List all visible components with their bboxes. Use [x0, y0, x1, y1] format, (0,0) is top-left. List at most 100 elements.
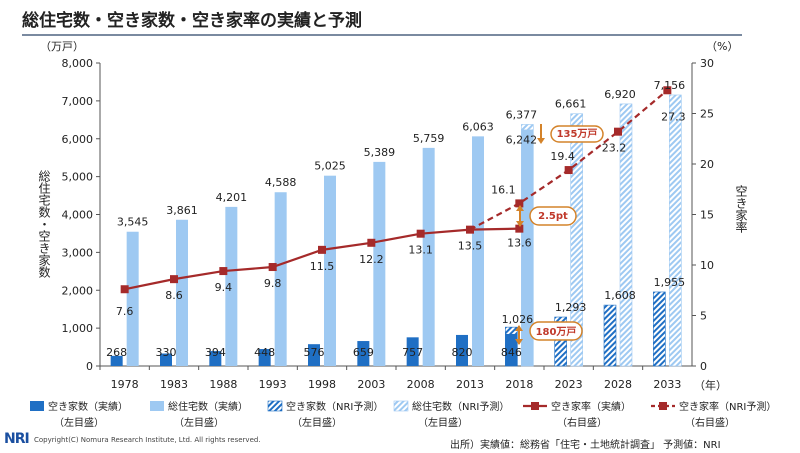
label-rate-forecast: 27.3	[661, 110, 686, 123]
bar-total-actual	[472, 136, 484, 366]
annotation-135-text: 135万戸	[557, 128, 598, 140]
bar-total-forecast	[570, 113, 583, 367]
label-vacant-actual: 330	[156, 346, 177, 359]
label-total-forecast: 6,661	[555, 98, 587, 111]
x-tick-label: 1983	[160, 378, 188, 391]
legend-swatch	[393, 400, 409, 412]
legend-label: 空き家数（NRI予測）	[286, 400, 383, 413]
legend-item: 総住宅数（NRI予測） （左目盛）	[393, 400, 509, 429]
legend-label: 総住宅数（NRI予測）	[412, 400, 509, 413]
legend-label: 総住宅数（実績）	[168, 400, 248, 413]
rate-marker-actual	[515, 224, 524, 233]
x-tick-label: 2013	[456, 378, 484, 391]
bar-vacant-actual	[110, 355, 123, 366]
left-tick-label: 3,000	[62, 246, 94, 259]
bar-total-actual	[126, 231, 139, 366]
label-vacant-actual: 659	[353, 346, 374, 359]
label-vacant-actual: 757	[402, 346, 423, 359]
label-rate-forecast: 16.1	[491, 183, 516, 196]
x-tick-label: 2018	[505, 378, 533, 391]
left-tick-label: 6,000	[62, 133, 94, 146]
label-rate-actual: 13.6	[507, 237, 532, 250]
bars-layer	[110, 94, 682, 367]
label-rate-actual: 12.2	[359, 253, 384, 266]
label-vacant-forecast: 1,608	[604, 289, 636, 302]
legend-sublabel: （左目盛）	[174, 416, 224, 429]
annotation-arrowhead	[516, 221, 524, 227]
bar-total-actual	[422, 147, 435, 366]
bar-vacant-actual	[406, 337, 419, 366]
rate-marker-actual	[170, 275, 178, 284]
bar-total-actual	[324, 175, 336, 366]
x-tick-label: 2008	[407, 378, 435, 391]
label-rate-actual: 8.6	[165, 289, 183, 302]
bar-total-actual	[176, 219, 188, 366]
axes: 0 1,000 2,000 3,000 4,000 5,000 6,000 7,000 8,00…	[62, 57, 715, 391]
bar-vacant-actual	[308, 344, 320, 366]
label-vacant-actual: 576	[304, 346, 325, 359]
legend-marker	[531, 402, 539, 410]
label-total-forecast: 6,920	[604, 88, 636, 101]
annotation-180-box	[529, 321, 583, 341]
left-tick-label: 0	[86, 360, 93, 373]
left-axis-title: 総住宅数・空き家数	[37, 170, 51, 279]
legend-item: 空き家率（NRI予測） （右目盛）	[651, 400, 776, 429]
label-vacant-forecast: 1,026	[502, 313, 534, 326]
left-tick-label: 1,000	[62, 322, 94, 335]
rate-marker-forecast	[515, 199, 524, 208]
copyright-text: Copyright(C) Nomura Research Institute, …	[34, 436, 261, 444]
right-tick-label: 5	[700, 310, 707, 323]
label-vacant-forecast: 1,955	[654, 276, 686, 289]
x-tick-label: 2033	[653, 378, 681, 391]
rate-marker-forecast	[564, 166, 573, 175]
bar-total-actual	[373, 161, 386, 366]
label-total-actual: 4,201	[216, 191, 248, 204]
right-tick-label: 15	[700, 209, 714, 222]
bar-vacant-actual	[258, 349, 271, 366]
label-total-forecast: 7,156	[654, 79, 686, 92]
label-vacant-actual: 448	[254, 346, 275, 359]
legend-item: 総住宅数（実績） （左目盛）	[150, 400, 248, 429]
x-tick-label: 1993	[259, 378, 287, 391]
annotations-layer: 135万戸 2.5pt 180万戸	[515, 124, 604, 345]
legend-swatch	[267, 400, 283, 412]
right-tick-label: 10	[700, 259, 714, 272]
label-total-actual: 6,242	[506, 134, 538, 147]
bar-total-actual	[225, 206, 238, 366]
bar-vacant-actual	[505, 333, 518, 366]
right-tick-label: 20	[700, 158, 714, 171]
bar-total-actual	[521, 129, 534, 366]
label-total-forecast: 6,377	[506, 108, 538, 121]
right-tick-label: 30	[700, 57, 714, 70]
annotation-2p5-box	[529, 206, 577, 226]
source-text: 出所）実績値：総務省「住宅・土地統計調査」 予測値：NRI	[450, 440, 721, 451]
label-vacant-actual: 268	[106, 346, 127, 359]
rate-marker-actual	[318, 245, 326, 254]
label-vacant-actual: 846	[501, 346, 522, 359]
label-rate-actual: 9.8	[264, 277, 282, 290]
bar-vacant-actual	[357, 341, 370, 366]
left-tick-label: 8,000	[62, 57, 94, 70]
legend-item: 空き家数（実績） （左目盛）	[30, 400, 128, 429]
bar-vacant-forecast	[603, 304, 617, 367]
legend-sublabel: （左目盛）	[292, 416, 342, 429]
right-axis-unit: （%）	[706, 40, 738, 53]
legend-sublabel: （左目盛）	[54, 416, 104, 429]
lines-layer	[120, 86, 672, 294]
svg-text:空き家率: 空き家率	[734, 185, 748, 233]
left-tick-label: 2,000	[62, 284, 94, 297]
legend: 空き家数（実績） （左目盛） 総住宅数（実績） （左目盛） 空き家数（NRI予測） （左目…	[30, 400, 776, 429]
annotation-arrowhead	[515, 339, 523, 345]
svg-text:総住宅数・空き家数: 総住宅数・空き家数	[37, 170, 51, 279]
annotation-arrowhead	[537, 138, 545, 144]
annotation-arrowhead	[515, 325, 523, 331]
rate-marker-actual	[416, 229, 425, 238]
annotation-2p5-text: 2.5pt	[538, 211, 568, 222]
legend-swatch	[30, 401, 44, 411]
label-total-actual: 5,025	[314, 160, 346, 173]
label-total-actual: 6,063	[462, 120, 494, 133]
label-rate-forecast: 23.2	[602, 142, 627, 155]
bar-vacant-actual	[456, 334, 468, 366]
legend-sublabel: （右目盛）	[557, 416, 607, 429]
rate-marker-forecast	[614, 127, 622, 136]
